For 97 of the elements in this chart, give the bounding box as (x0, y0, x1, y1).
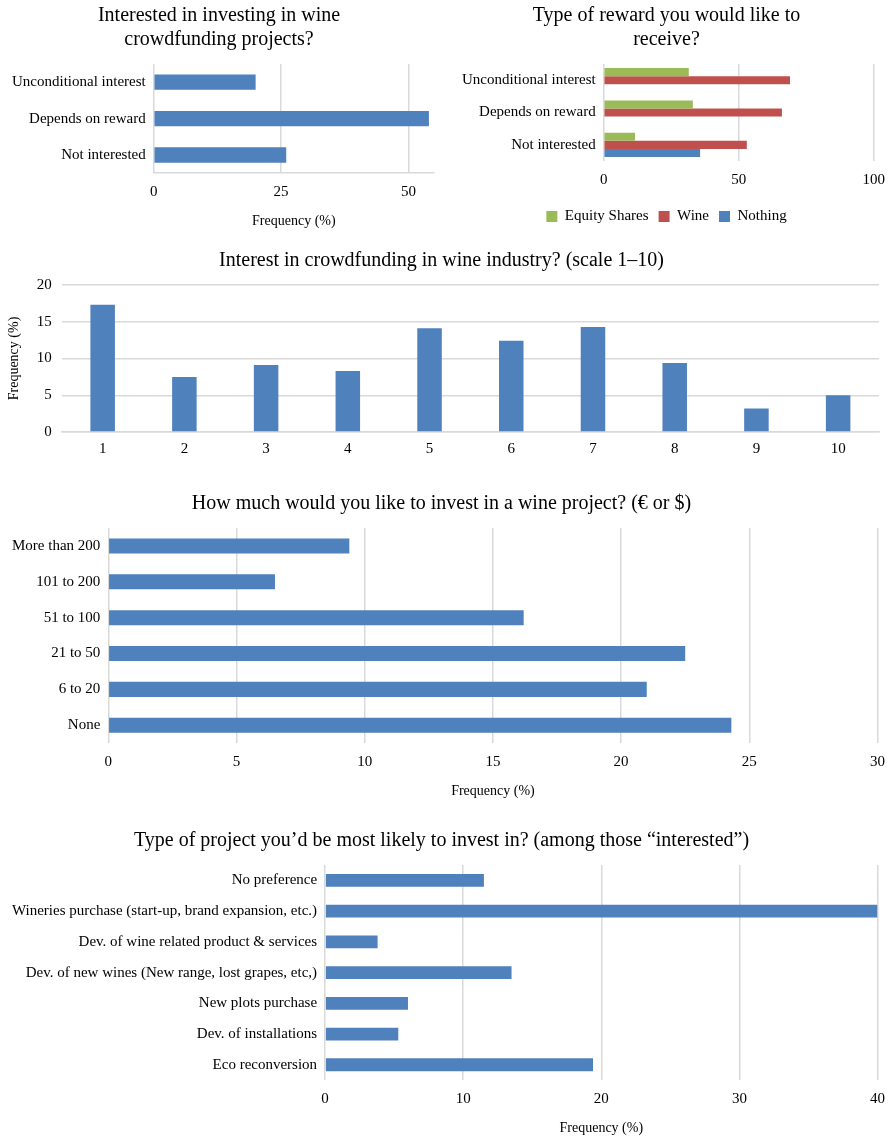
x-tick-label: 1 (98, 439, 107, 456)
x-tick-label: 30 (731, 1090, 747, 1107)
y-tick-label: 6 to 20 (58, 680, 101, 697)
chart-title: Type of project you’d be most likely to invest in? (among those “interested”) (133, 828, 750, 852)
legend-label: Wine (677, 207, 710, 224)
y-tick-label: None (67, 716, 101, 733)
y-tick-label: 0 (44, 422, 52, 439)
y-tick-label: More than 200 (11, 536, 101, 553)
chart-title: Interested in investing in wine crowdfunding projects? (97, 3, 341, 51)
x-tick-label: 2 (180, 439, 189, 456)
y-tick-label: New plots purchase (198, 994, 318, 1011)
x-tick-label: 9 (752, 439, 761, 456)
x-tick-label: 5 (425, 439, 434, 456)
bar (325, 904, 878, 918)
y-tick-label: No preference (231, 871, 318, 888)
bar (109, 646, 686, 662)
x-tick-label: 0 (599, 170, 608, 187)
bar (109, 574, 275, 590)
x-tick-label: 4 (344, 439, 353, 456)
x-tick-label: 25 (741, 753, 757, 770)
bar (580, 326, 606, 432)
x-tick-label: 7 (589, 439, 598, 456)
legend-label: Nothing (737, 207, 788, 224)
bar (253, 365, 279, 432)
x-axis-title: Frequency (%) (451, 783, 536, 800)
x-tick-label: 5 (232, 753, 241, 770)
bar (109, 538, 350, 554)
bar (325, 996, 408, 1010)
bar (172, 376, 197, 432)
y-tick-label: 10 (36, 349, 52, 366)
bar (154, 110, 429, 127)
bar (109, 681, 647, 697)
x-tick-label: 10 (830, 439, 846, 456)
x-tick-label: 25 (273, 183, 289, 200)
x-tick-label: 10 (357, 753, 373, 770)
y-tick-label: Wineries purchase (start-up, brand expansion, etc.) (11, 902, 318, 920)
bar (604, 68, 689, 77)
x-tick-label: 6 (507, 439, 516, 456)
bar (604, 140, 747, 149)
bar (604, 76, 791, 85)
y-tick-label: Unconditional interest (462, 71, 597, 88)
y-tick-label: 15 (36, 312, 52, 329)
bar (325, 1027, 399, 1041)
x-tick-label: 8 (670, 439, 679, 456)
bar (335, 371, 361, 432)
x-axis-title: Frequency (%) (559, 1120, 644, 1137)
x-tick-label: 30 (870, 753, 885, 770)
chart-title: How much would you like to invest in a wine project? (€ or $) (191, 491, 692, 515)
chart-title: Type of reward you would like to receive? (532, 3, 801, 50)
bar (417, 328, 442, 432)
y-tick-label: Not interested (511, 135, 597, 152)
x-axis-title: Frequency (%) (252, 213, 336, 230)
x-tick-label: 50 (731, 170, 747, 187)
y-tick-label: 101 to 200 (36, 572, 101, 589)
x-tick-label: 40 (870, 1090, 885, 1107)
bar (90, 304, 115, 432)
y-tick-label: Dev. of wine related product & services (78, 932, 318, 949)
bar (604, 148, 701, 157)
bar (109, 717, 732, 733)
x-tick-label: 10 (455, 1090, 471, 1107)
y-tick-label: Not interested (61, 145, 147, 162)
y-tick-label: 5 (44, 386, 52, 403)
x-tick-label: 20 (613, 753, 629, 770)
bar (325, 1058, 594, 1072)
bar (604, 108, 782, 117)
y-tick-label: Depends on reward (29, 109, 147, 126)
x-tick-label: 100 (862, 170, 885, 187)
y-tick-label: Unconditional interest (12, 73, 147, 90)
x-tick-label: 20 (593, 1090, 609, 1107)
y-tick-label: Dev. of new wines (New range, lost grapes, etc,) (25, 963, 318, 981)
y-tick-label: 51 to 100 (43, 608, 101, 625)
x-tick-label: 3 (262, 439, 270, 456)
bar (604, 100, 693, 109)
bar (604, 132, 636, 141)
bar (154, 147, 287, 163)
x-tick-label: 15 (485, 753, 501, 770)
bar (325, 966, 512, 980)
x-tick-label: 50 (401, 183, 417, 200)
y-tick-label: Dev. of installations (196, 1025, 318, 1042)
y-tick-label: 20 (36, 275, 52, 292)
bar (325, 935, 378, 949)
y-tick-label: Eco reconversion (212, 1055, 318, 1072)
bar (499, 340, 524, 432)
bar (109, 610, 524, 626)
x-tick-label: 0 (149, 183, 158, 200)
legend-label: Equity Shares (564, 207, 649, 224)
bar (744, 408, 769, 432)
bar (325, 873, 484, 887)
bar (154, 74, 256, 90)
x-tick-label: 0 (104, 753, 113, 770)
x-tick-label: 0 (321, 1090, 329, 1107)
bar (825, 395, 851, 432)
y-tick-label: 21 to 50 (51, 644, 101, 661)
chart-title: Interest in crowdfunding in wine industry? (scale 1–10) (219, 248, 664, 272)
y-tick-label: Depends on reward (479, 103, 597, 120)
bar (662, 362, 687, 432)
y-axis-title: Frequency (%) (6, 316, 23, 401)
